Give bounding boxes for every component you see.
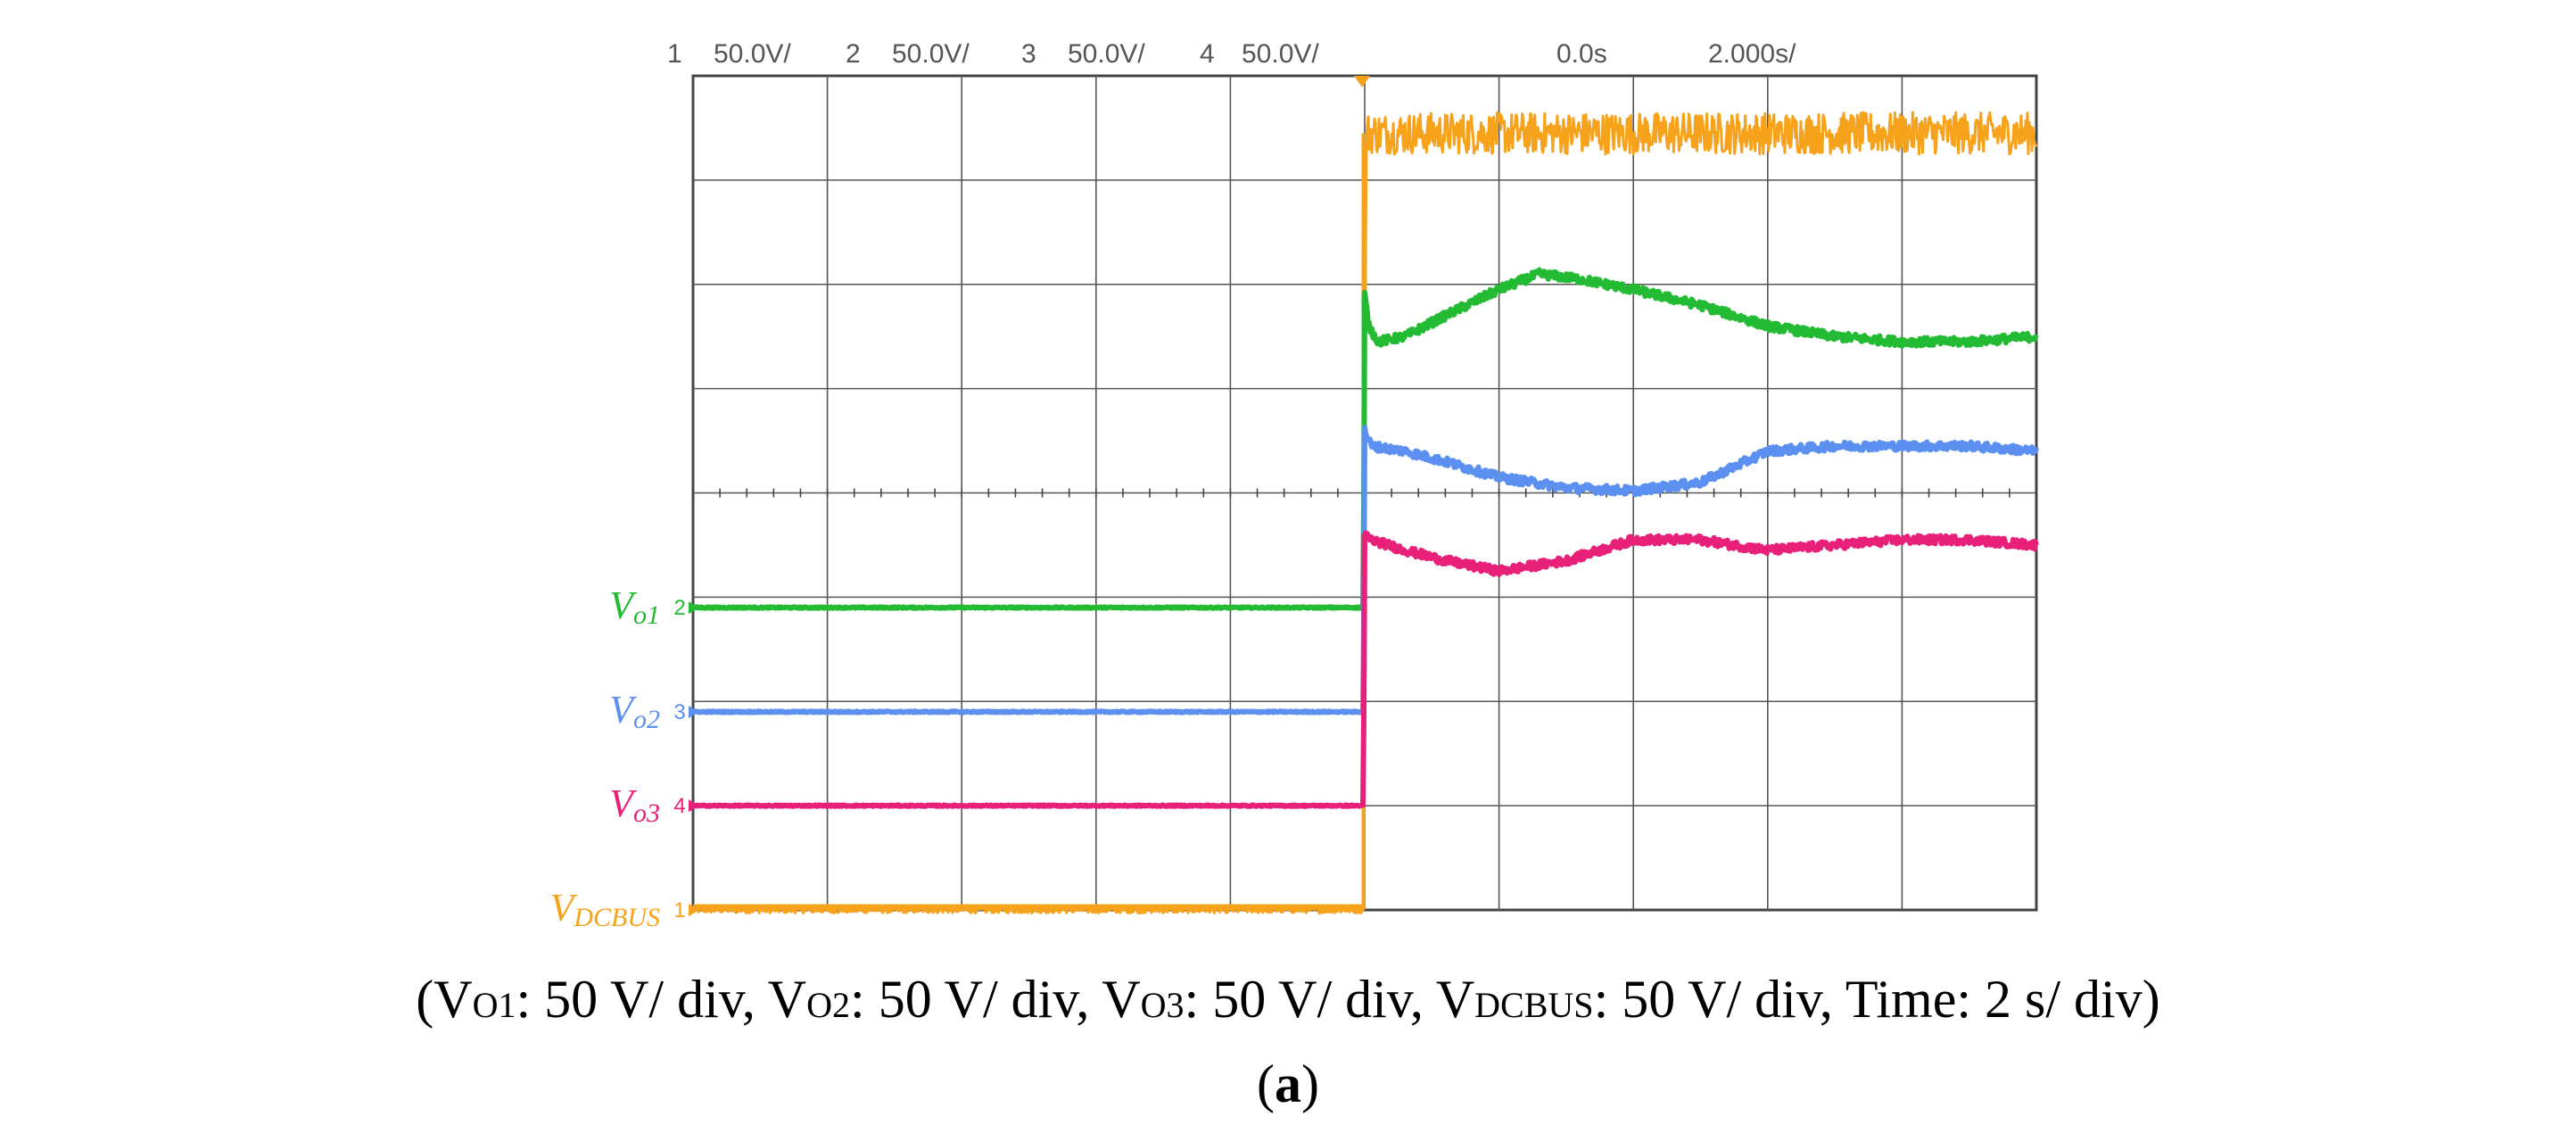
ch2-number: 2 bbox=[846, 39, 861, 69]
figure-label-letter: a bbox=[1275, 1054, 1301, 1113]
caption-vdcbus-main: V bbox=[1436, 970, 1474, 1029]
caption-vo1-rest: : 50 V/ div, bbox=[516, 970, 768, 1029]
channel-marker-2: 2 bbox=[673, 596, 685, 620]
caption-vo2-main: V bbox=[768, 970, 806, 1029]
label-main: V bbox=[609, 688, 638, 732]
caption-vo3-sub: O3 bbox=[1141, 985, 1185, 1025]
caption-vo3-rest: : 50 V/ div, bbox=[1185, 970, 1436, 1029]
ch1-number: 1 bbox=[667, 39, 682, 69]
ch4-number: 4 bbox=[1200, 39, 1215, 69]
caption-open: ( bbox=[416, 970, 433, 1029]
label-sub: o1 bbox=[633, 600, 660, 630]
caption-vo1-sub: O1 bbox=[473, 985, 516, 1025]
ch1-scale: 50.0V/ bbox=[714, 39, 791, 69]
timebase: 2.000s/ bbox=[1708, 39, 1796, 69]
label-vo1: Vo1 bbox=[609, 583, 660, 630]
channel-marker-1: 1 bbox=[673, 898, 685, 922]
label-vo3: Vo3 bbox=[609, 782, 660, 828]
figure-label-close: ) bbox=[1301, 1054, 1319, 1113]
ch4-scale: 50.0V/ bbox=[1242, 39, 1319, 69]
traces bbox=[691, 111, 2039, 914]
label-sub: o2 bbox=[633, 705, 660, 734]
label-sub: DCBUS bbox=[573, 903, 660, 932]
ch2-scale: 50.0V/ bbox=[892, 39, 970, 69]
label-vo2: Vo2 bbox=[609, 688, 660, 734]
channel-arrow-4 bbox=[689, 799, 699, 813]
caption-vo2-rest: : 50 V/ div, bbox=[850, 970, 1102, 1029]
scope-header: 1 50.0V/ 2 50.0V/ 3 50.0V/ 4 50.0V/ 0.0s… bbox=[667, 39, 1796, 69]
ch3-number: 3 bbox=[1021, 39, 1036, 69]
channel-arrow-3 bbox=[689, 705, 699, 718]
figure-label-open: ( bbox=[1257, 1054, 1275, 1113]
trace-vo1 bbox=[691, 267, 2039, 611]
channel-marker-4: 4 bbox=[673, 794, 685, 818]
caption-vo3-main: V bbox=[1102, 970, 1140, 1029]
caption-vdcbus-sub: DCBUS bbox=[1474, 985, 1593, 1025]
ch3-scale: 50.0V/ bbox=[1068, 39, 1145, 69]
plot-area bbox=[691, 74, 2039, 914]
trigger-marker bbox=[1354, 76, 1370, 87]
channel-arrow-1 bbox=[689, 904, 699, 916]
label-sub: o3 bbox=[633, 798, 660, 828]
figure-caption: (VO1: 50 V/ div, VO2: 50 V/ div, VO3: 50… bbox=[416, 970, 2159, 1029]
caption-close: ) bbox=[2143, 970, 2160, 1029]
trace-vo2 bbox=[691, 425, 2039, 715]
channel-marker-3: 3 bbox=[673, 700, 685, 724]
caption-time: Time: 2 s/ div bbox=[1845, 970, 2143, 1029]
trigger-position: 0.0s bbox=[1556, 39, 1607, 69]
label-vdcbus: VDCBUS bbox=[549, 886, 660, 932]
channel-arrow-2 bbox=[689, 601, 699, 615]
caption-vo1-main: V bbox=[433, 970, 472, 1029]
caption-vdcbus-rest: : 50 V/ div, bbox=[1594, 970, 1845, 1029]
label-main: V bbox=[609, 583, 638, 627]
caption-vo2-sub: O2 bbox=[806, 985, 850, 1025]
label-main: V bbox=[609, 782, 638, 825]
figure-label: (a) bbox=[1257, 1054, 1319, 1113]
label-main: V bbox=[549, 886, 578, 930]
